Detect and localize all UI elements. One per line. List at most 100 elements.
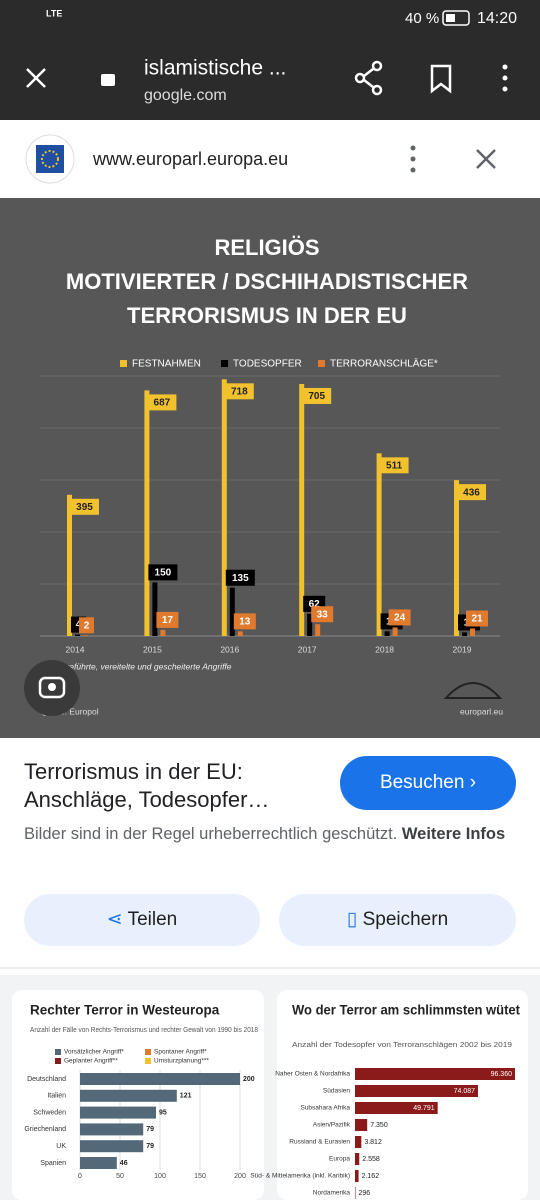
legend-swatch [318, 360, 325, 367]
bar [80, 1106, 156, 1119]
bar [392, 627, 398, 636]
bar [355, 1153, 360, 1165]
favicon [36, 145, 64, 173]
value-label: 436 [463, 487, 480, 498]
image-area [0, 198, 540, 738]
x-tick-label: 50 [116, 1173, 124, 1180]
chart-footnote: *durchgeführte, vereitelte und gescheite… [40, 661, 232, 671]
value-label: 7.350 [370, 1122, 388, 1129]
value-label: 4 [76, 620, 82, 631]
value-label: 2.558 [362, 1156, 380, 1163]
x-tick-label: 2015 [143, 644, 162, 654]
value-label: 200 [243, 1076, 255, 1083]
category-label: Deutschland [27, 1076, 66, 1083]
value-label: 395 [76, 502, 93, 513]
brand-logo [443, 682, 503, 699]
value-label: 79 [146, 1143, 154, 1150]
legend-label: Geplanter Angriff** [64, 1058, 118, 1065]
bar [221, 379, 227, 636]
x-tick-label: 200 [234, 1173, 246, 1180]
value-label: 296 [358, 1190, 370, 1197]
value-label: 687 [154, 398, 171, 409]
bar [75, 634, 80, 636]
value-label: 2 [84, 620, 90, 631]
save-label: Speichern [362, 909, 449, 930]
source-menu[interactable] [410, 145, 416, 173]
bar [237, 631, 243, 636]
save-button[interactable]: ▯ Speichern [279, 894, 516, 946]
category-label: Nordamerika [313, 1190, 351, 1197]
lock-icon [101, 74, 115, 86]
bar [355, 1136, 362, 1148]
bookmark-icon[interactable] [430, 64, 452, 94]
bar [80, 1157, 117, 1169]
bar [355, 1102, 438, 1114]
value-label: 95 [159, 1109, 167, 1116]
bar [376, 453, 382, 636]
chart-brand: europarl.eu [460, 706, 503, 716]
value-label: 2.162 [362, 1173, 380, 1180]
battery-icon [442, 10, 470, 26]
source-close[interactable] [476, 149, 496, 169]
value-label: 121 [180, 1093, 192, 1100]
result-title[interactable]: Terrorismus in der EU: Anschläge, Todeso… [24, 759, 270, 812]
visit-button[interactable]: Besuchen › [340, 756, 516, 810]
legend-label: FESTNAHMEN [132, 359, 201, 370]
close-icon[interactable] [26, 68, 46, 88]
value-label-box [70, 498, 99, 515]
value-label: 46 [120, 1160, 128, 1167]
value-label-box [388, 609, 411, 626]
legend-swatch [145, 1058, 151, 1064]
value-label-box [147, 394, 177, 411]
x-tick-label: 2016 [220, 644, 239, 654]
bar [299, 383, 305, 636]
share-icon[interactable] [354, 60, 383, 96]
value-label: 21 [471, 614, 483, 625]
bar [229, 587, 235, 636]
chart-title: RELIGIÖS [214, 235, 319, 260]
bar [67, 494, 72, 636]
lens-dot [48, 683, 56, 691]
chart-title: MOTIVIERTER / DSCHIHADISTISCHER [66, 269, 468, 294]
value-label: 62 [309, 599, 321, 610]
category-label: Südasien [323, 1088, 350, 1095]
visit-label: Besuchen [379, 772, 465, 793]
bar [144, 390, 150, 636]
category-label: Italien [47, 1093, 66, 1100]
bar [315, 624, 321, 636]
bar [80, 1089, 177, 1102]
menu-icon[interactable] [502, 64, 508, 92]
value-label: 718 [231, 386, 248, 397]
more-info[interactable]: Weitere Infos [401, 825, 506, 843]
value-label: 511 [386, 460, 403, 471]
bar [80, 1140, 144, 1153]
source-bar [0, 120, 540, 198]
source-url[interactable]: www.europarl.europa.eu [92, 149, 288, 169]
legend-swatch [55, 1058, 61, 1064]
value-label-box [224, 383, 254, 400]
value-label-box [225, 569, 255, 586]
value-label-box [311, 606, 334, 623]
value-label-box [233, 613, 256, 630]
category-label: UK [56, 1143, 66, 1150]
network: LTE [46, 8, 62, 18]
value-label-box [379, 457, 409, 474]
battery: 40 % [405, 10, 439, 27]
related-subtitle: Anzahl der Todesopfer von Terroranschläg… [292, 1042, 512, 1049]
bar [80, 1123, 144, 1136]
bar [355, 1170, 359, 1182]
value-label: 33 [317, 609, 329, 620]
category-label: Naher Osten & Nordafrika [275, 1071, 350, 1078]
legend-label: Spontaner Angriff* [154, 1049, 207, 1056]
x-tick-label: 2014 [66, 644, 85, 654]
legend-swatch [120, 360, 127, 367]
x-tick-label: 0 [78, 1173, 82, 1180]
category-label: Spanien [40, 1160, 66, 1167]
share-button[interactable]: ⋖ Teilen [24, 894, 260, 946]
value-label-box [156, 611, 179, 628]
category-label: Griechenland [24, 1126, 66, 1133]
bar [355, 1119, 368, 1131]
chart-source: Quelle: Europol [40, 706, 99, 716]
bar [355, 1068, 515, 1080]
